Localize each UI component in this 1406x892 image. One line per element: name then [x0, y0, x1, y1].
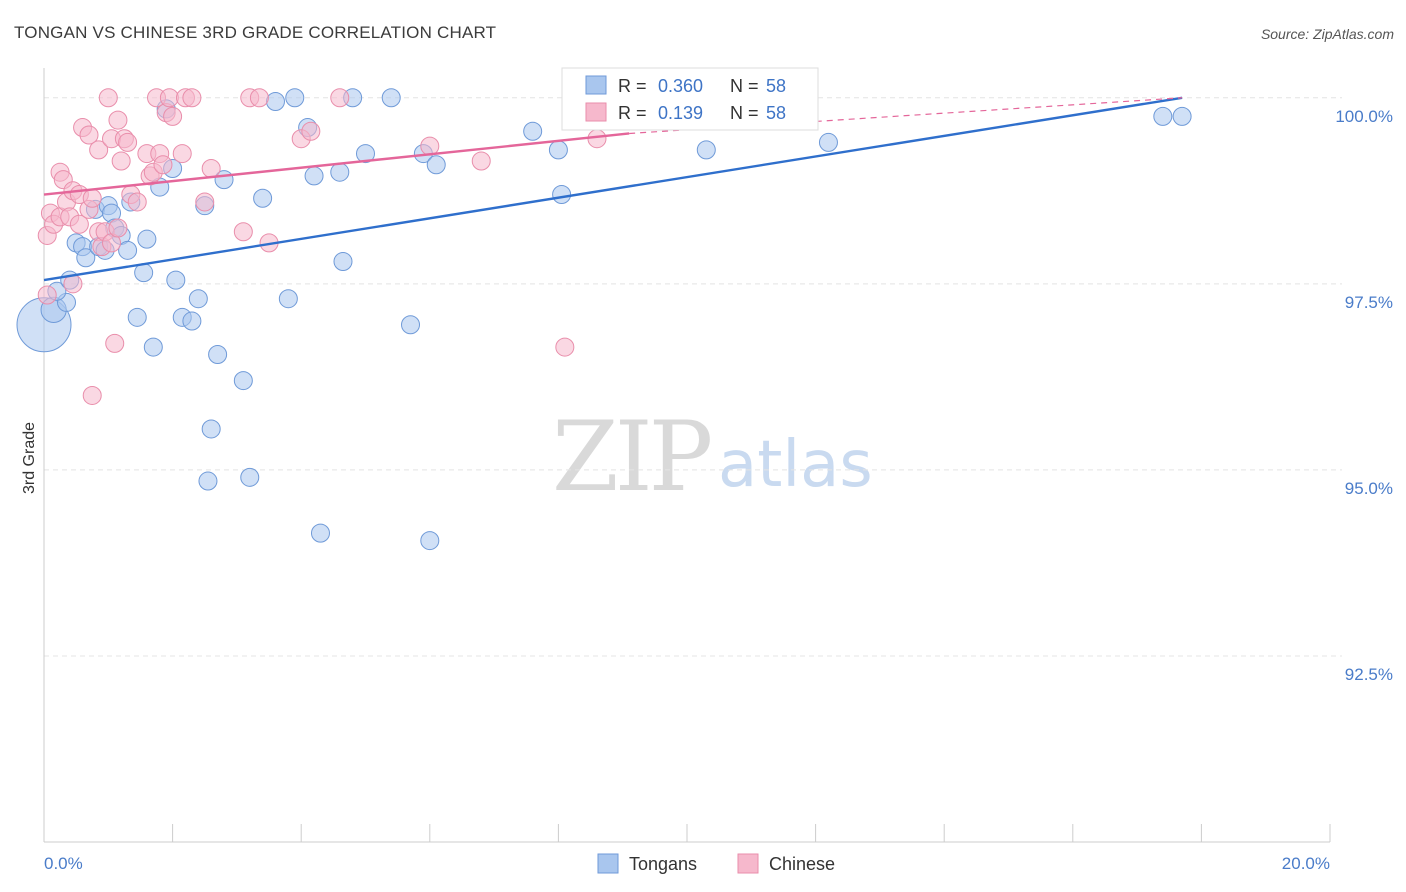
point-tongans-17 [127, 307, 147, 327]
point-tongans-35 [253, 188, 273, 208]
point-tongans-54 [696, 140, 716, 160]
chart-title: TONGAN VS CHINESE 3RD GRADE CORRELATION … [14, 23, 496, 42]
point-chinese-53 [330, 88, 350, 108]
watermark-zip: ZIP [552, 401, 711, 513]
point-chinese-45 [195, 192, 215, 212]
stats-n-label-chinese: N = [730, 103, 759, 123]
point-tongans-52 [548, 140, 568, 160]
stats-r-label-tongans: R = [618, 76, 647, 96]
point-tongans-31 [208, 345, 228, 365]
point-chinese-0 [37, 285, 57, 305]
watermark-atlas: atlas [718, 428, 873, 502]
point-chinese-14 [79, 125, 99, 145]
point-tongans-56 [1153, 106, 1173, 126]
point-chinese-42 [172, 144, 192, 164]
point-chinese-26 [108, 218, 128, 238]
point-chinese-27 [108, 110, 128, 130]
legend-label-chinese[interactable]: Chinese [769, 854, 835, 874]
point-tongans-38 [285, 88, 305, 108]
point-chinese-47 [233, 222, 253, 242]
point-tongans-36 [265, 91, 285, 111]
point-chinese-41 [163, 106, 183, 126]
point-tongans-46 [381, 88, 401, 108]
point-chinese-25 [105, 333, 125, 353]
point-chinese-22 [98, 88, 118, 108]
y-axis-ticks: 100.0% 97.5% 95.0% 92.5% [1335, 107, 1393, 684]
stats-swatch-tongans [585, 75, 607, 95]
legend-label-tongans[interactable]: Tongans [629, 854, 697, 874]
point-chinese-49 [249, 88, 269, 108]
point-tongans-41 [310, 523, 330, 543]
y-tick-label-2: 95.0% [1345, 479, 1393, 498]
point-chinese-16 [82, 188, 102, 208]
point-tongans-15 [118, 240, 138, 260]
point-tongans-49 [420, 531, 440, 551]
point-chinese-52 [301, 121, 321, 141]
point-tongans-18 [134, 263, 154, 283]
x-tick-label-0: 0.0% [44, 854, 83, 873]
point-chinese-28 [111, 151, 131, 171]
stats-r-chinese: 0.139 [658, 103, 703, 123]
y-axis-label: 3rd Grade [21, 422, 38, 494]
x-tick-label-1: 20.0% [1282, 854, 1330, 873]
stats-n-chinese: 58 [766, 103, 786, 123]
stats-swatch-chinese [585, 102, 607, 122]
point-chinese-44 [182, 88, 202, 108]
point-tongans-45 [356, 144, 375, 164]
point-chinese-19 [89, 140, 109, 160]
point-tongans-24 [166, 270, 186, 290]
point-tongans-43 [333, 252, 353, 271]
legend: Tongans Chinese [597, 853, 835, 874]
point-tongans-42 [330, 162, 350, 182]
point-chinese-56 [555, 337, 575, 357]
point-tongans-47 [401, 315, 421, 335]
point-tongans-53 [552, 185, 572, 205]
point-chinese-12 [69, 214, 89, 234]
point-tongans-37 [278, 289, 298, 309]
trend-line-chinese [43, 132, 630, 196]
series-chinese [37, 88, 607, 405]
legend-swatch-tongans[interactable] [597, 853, 619, 874]
trend-line-tongans [43, 96, 1183, 282]
x-axis-ticks: 0.0% 20.0% [43, 824, 1331, 873]
point-tongans-57 [1172, 106, 1192, 126]
point-tongans-40 [304, 166, 324, 186]
point-tongans-30 [201, 419, 221, 439]
stats-r-label-chinese: R = [618, 103, 647, 123]
stats-n-label-tongans: N = [730, 76, 759, 96]
point-tongans-34 [240, 467, 260, 487]
point-chinese-17 [82, 385, 102, 405]
legend-swatch-chinese[interactable] [737, 853, 759, 874]
scatter-points [16, 88, 1192, 551]
point-tongans-7 [76, 248, 96, 268]
point-chinese-40 [159, 88, 179, 108]
point-tongans-55 [818, 132, 838, 152]
stats-r-tongans: 0.360 [658, 76, 703, 96]
point-tongans-51 [523, 121, 543, 141]
y-tick-label-1: 97.5% [1345, 293, 1393, 312]
point-chinese-38 [153, 155, 173, 175]
watermark: ZIP atlas [552, 401, 873, 513]
point-tongans-50 [426, 155, 446, 175]
y-tick-label-0: 100.0% [1335, 107, 1393, 126]
point-tongans-29 [198, 471, 218, 491]
y-tick-label-3: 92.5% [1345, 665, 1393, 684]
point-chinese-30 [118, 132, 138, 152]
point-tongans-20 [143, 337, 163, 357]
point-chinese-46 [201, 158, 221, 178]
point-tongans-33 [233, 371, 253, 391]
point-tongans-27 [188, 289, 208, 309]
stats-box: R = 0.360 N = 58 R = 0.139 N = 58 [561, 67, 819, 131]
point-tongans-26 [182, 311, 202, 331]
stats-n-tongans: 58 [766, 76, 786, 96]
point-chinese-55 [471, 151, 491, 171]
point-tongans-19 [137, 229, 157, 249]
point-chinese-32 [127, 192, 147, 212]
chart-source: Source: ZipAtlas.com [1261, 26, 1394, 42]
